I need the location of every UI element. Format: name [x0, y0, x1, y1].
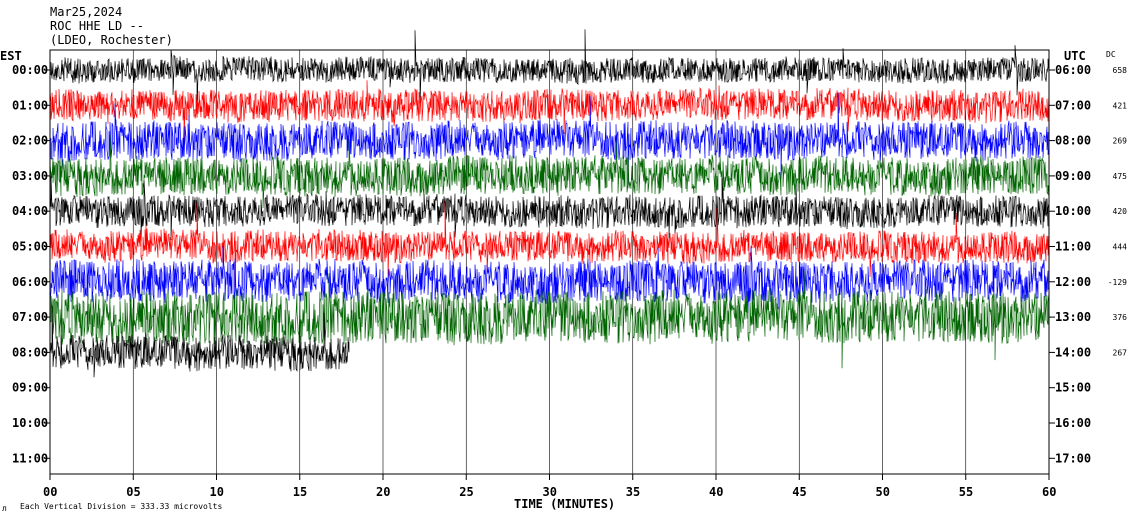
utc-hour-label: 14:00 [1055, 345, 1091, 359]
footer-mark: л [2, 504, 7, 513]
dc-offset-value: 269 [1113, 137, 1128, 146]
est-hour-label: 05:00 [12, 240, 48, 254]
utc-hour-label: 08:00 [1055, 134, 1091, 148]
axis-labels: EST UTC DC TIME (MINUTES) Each Vertical … [0, 49, 1127, 513]
dc-offset-value: 444 [1113, 243, 1128, 252]
dc-header: DC [1106, 50, 1116, 59]
dc-offset-value: 376 [1113, 313, 1128, 322]
x-tick-label: 25 [459, 485, 473, 499]
grid-lines [132, 50, 967, 474]
plot-border [49, 49, 1050, 475]
x-axis-title: TIME (MINUTES) [514, 497, 615, 511]
trace-red [49, 80, 1050, 145]
utc-hour-label: 11:00 [1055, 240, 1091, 254]
header-network: (LDEO, Rochester) [50, 33, 173, 47]
x-tick-label: 35 [626, 485, 640, 499]
dc-offset-value: 421 [1113, 101, 1128, 110]
trace-green [49, 270, 1050, 369]
right-tz-label: UTC [1064, 49, 1086, 63]
utc-hour-label: 09:00 [1055, 169, 1091, 183]
trace-black [49, 176, 1050, 242]
est-hour-label: 08:00 [12, 345, 48, 359]
utc-hour-label: 16:00 [1055, 416, 1091, 430]
x-tick-label: 05 [126, 485, 140, 499]
left-tz-label: EST [0, 49, 22, 63]
dc-offset-value: 475 [1113, 172, 1128, 181]
dc-offset-value: 420 [1113, 207, 1128, 216]
trace-green [49, 134, 1050, 209]
est-hour-label: 10:00 [12, 416, 48, 430]
x-tick-label: 55 [959, 485, 973, 499]
utc-hour-label: 06:00 [1055, 63, 1091, 77]
dc-offset-value: 267 [1113, 348, 1128, 357]
est-hour-label: 11:00 [12, 451, 48, 465]
utc-hour-label: 17:00 [1055, 451, 1091, 465]
x-tick-label: 45 [792, 485, 806, 499]
x-tick-label: 20 [376, 485, 390, 499]
x-tick-label: 50 [876, 485, 890, 499]
est-hour-label: 03:00 [12, 169, 48, 183]
x-tick-label: 10 [210, 485, 224, 499]
est-hour-label: 06:00 [12, 275, 48, 289]
plot-frame [44, 49, 1055, 480]
est-hour-label: 01:00 [12, 98, 48, 112]
dc-offset-value: 658 [1113, 66, 1128, 75]
est-hour-label: 00:00 [12, 63, 48, 77]
x-tick-label: 40 [709, 485, 723, 499]
est-hour-label: 02:00 [12, 134, 48, 148]
utc-hour-label: 07:00 [1055, 98, 1091, 112]
est-hour-label: 09:00 [12, 381, 48, 395]
footer-note: Each Vertical Division = 333.33 microvol… [20, 502, 222, 511]
x-tick-label: 30 [543, 485, 557, 499]
est-hour-label: 07:00 [12, 310, 48, 324]
utc-hour-label: 12:00 [1055, 275, 1091, 289]
x-tick-label: 00 [43, 485, 57, 499]
utc-hour-label: 10:00 [1055, 204, 1091, 218]
est-hour-label: 04:00 [12, 204, 48, 218]
x-tick-label: 60 [1042, 485, 1056, 499]
trace-black [49, 306, 350, 378]
trace-group [49, 29, 1050, 378]
trace-red [49, 201, 1050, 288]
utc-hour-label: 15:00 [1055, 381, 1091, 395]
trace-black [49, 29, 1050, 117]
header-date: Mar25,2024 [50, 5, 123, 19]
trace-blue [49, 246, 1050, 314]
utc-hour-label: 13:00 [1055, 310, 1091, 324]
header-station: ROC HHE LD -- [50, 19, 144, 33]
trace-blue [49, 92, 1050, 185]
x-tick-label: 15 [293, 485, 307, 499]
dc-offset-value: -129 [1108, 278, 1127, 287]
